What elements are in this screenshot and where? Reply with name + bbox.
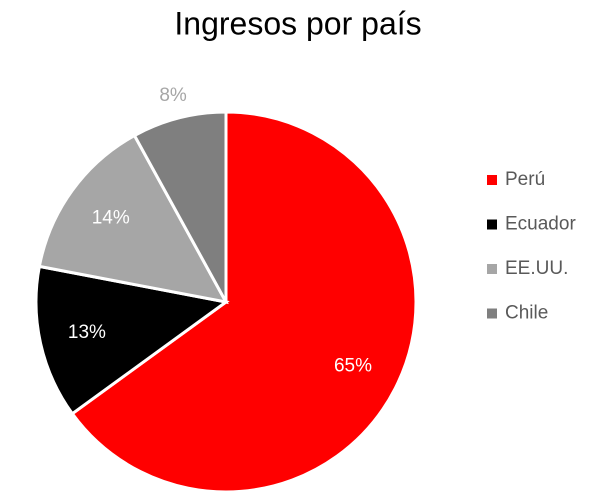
- legend-swatch: [487, 219, 497, 230]
- legend-label: EE.UU.: [505, 258, 568, 279]
- value-label: 14%: [92, 207, 130, 228]
- chart-title: Ingresos por país: [174, 5, 421, 41]
- pie-slice: [37, 133, 229, 305]
- pie-slice: [34, 264, 230, 416]
- legend-label: Chile: [505, 303, 548, 324]
- legend-swatch: [487, 175, 497, 185]
- legend-label: Perú: [505, 169, 545, 190]
- legend-swatch: [487, 308, 497, 319]
- pie-slice: [70, 110, 418, 492]
- legend-swatch: [487, 264, 497, 274]
- value-label: 13%: [68, 322, 106, 343]
- legend-label: Ecuador: [505, 214, 576, 235]
- pie-slice: [132, 110, 228, 303]
- value-label: 65%: [334, 356, 372, 377]
- value-label: 8%: [159, 85, 187, 106]
